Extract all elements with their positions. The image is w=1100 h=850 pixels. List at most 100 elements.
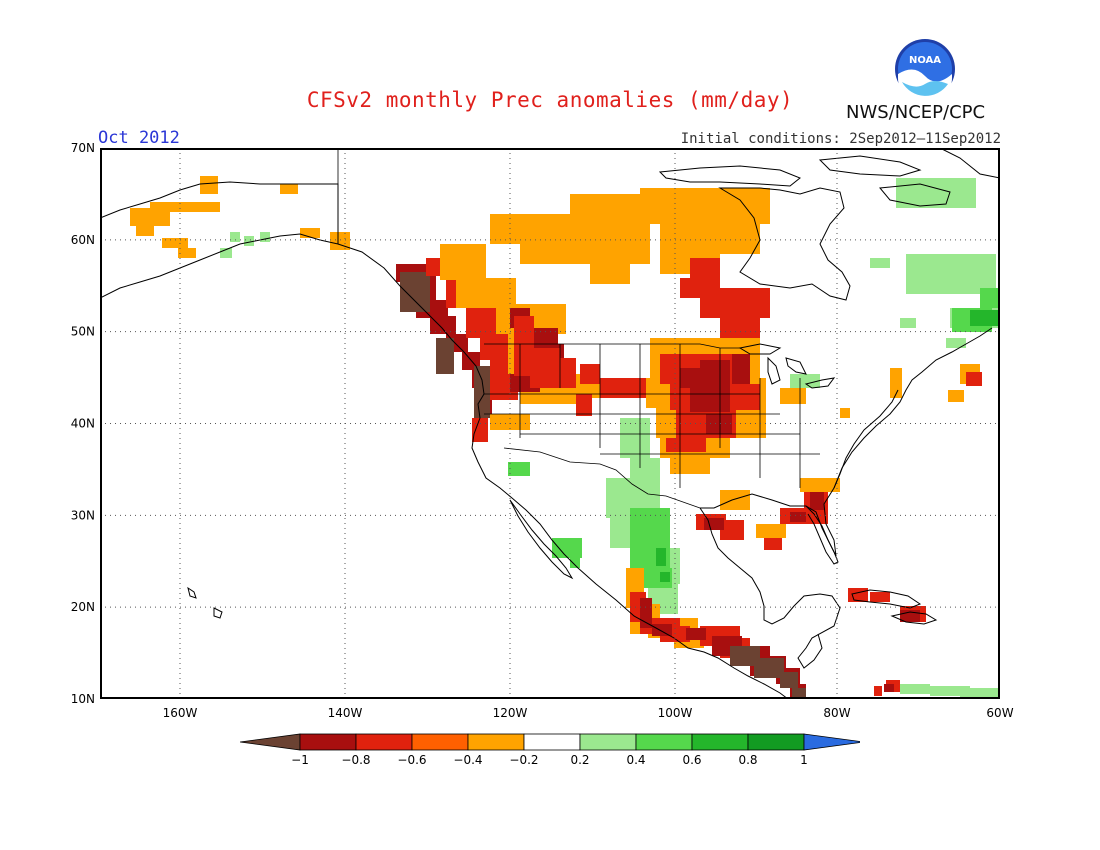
anomaly-cell [690,388,730,412]
color-legend: −1 −0.8 −0.6 −0.4 −0.2 0.2 0.4 0.6 0.8 1 [240,733,860,767]
anomaly-cell [136,226,154,236]
anomaly-cell [906,254,996,294]
anomaly-cell [162,238,188,248]
legend-swatch [635,733,693,751]
anomaly-cell [330,232,350,250]
anomaly-cell [580,364,600,384]
legend-swatch [579,733,637,751]
logo-text: NOAA [909,55,941,66]
anomaly-cell [900,684,930,694]
anomaly-cell [244,236,254,246]
anomaly-cell [732,354,750,384]
anomaly-cell [966,372,982,386]
legend-tick-label: −0.4 [453,753,482,767]
anomaly-cell [666,438,706,452]
anomaly-cell [930,686,970,696]
anomaly-cell [520,244,650,264]
anomaly-cell [874,686,882,696]
agency-label: NWS/NCEP/CPC [846,102,986,123]
anomaly-cell [720,490,750,510]
legend-high-arrow [803,733,860,751]
anomaly-cell [576,394,592,416]
legend-tick-label: 0.8 [738,753,757,767]
anomaly-cell [946,338,966,348]
anomaly-cell [660,224,760,254]
anomaly-cell [620,418,650,458]
anomaly-cell [150,202,220,212]
anomaly-cell [800,478,840,492]
noaa-logo-icon: NOAA [895,39,955,100]
lat-label: 30N [71,508,95,522]
anomaly-cell [656,548,666,566]
anomaly-cell [230,232,240,242]
anomaly-cell [280,184,298,194]
anomaly-cell [130,208,170,226]
anomaly-cell [720,520,744,540]
lon-label: 140W [328,706,363,720]
legend-swatch [355,733,413,751]
legend-tick-label: −0.6 [397,753,426,767]
legend-low-arrow [240,733,301,751]
anomaly-cell [640,188,770,214]
anomaly-cell [840,408,850,418]
anomaly-cell [790,512,806,522]
anomaly-cell [948,390,964,402]
lon-label: 100W [658,706,693,720]
anomaly-cell [980,288,1000,308]
anomaly-cell [896,178,976,208]
anomaly-cell [970,310,1000,326]
coastlines [100,148,1000,699]
legend-tick-label: 0.4 [626,753,645,767]
anomaly-cell [472,418,488,442]
anomaly-cell [870,592,890,602]
anomaly-cell [200,176,218,194]
legend-tick-label: −1 [291,753,309,767]
anomaly-cell [780,388,806,404]
anomaly-cell [756,524,786,538]
anomaly-cell [528,328,558,348]
valid-month-label: Oct 2012 [98,128,180,148]
anomaly-cell [900,318,916,328]
lon-label: 60W [986,706,1013,720]
legend-tick-label: 0.2 [570,753,589,767]
legend-swatch [691,733,749,751]
lon-label: 120W [493,706,528,720]
lat-label: 20N [71,600,95,614]
legend-tick-label: −0.8 [341,753,370,767]
legend-swatch [523,733,581,751]
chart-title: CFSv2 monthly Prec anomalies (mm/day) [306,88,794,112]
anomaly-cell [848,588,868,602]
legend-swatch [467,733,525,751]
anomaly-cell [556,358,576,388]
anomaly-cell [670,458,710,474]
anomaly-cell [730,646,760,666]
anomaly-cell [780,672,798,688]
map-frame [100,148,1000,699]
anomaly-cell [884,684,894,692]
lat-label: 70N [71,141,95,155]
legend-tick-label: 0.6 [682,753,701,767]
anomaly-cell [700,360,730,390]
anomaly-cell [660,572,670,582]
anomaly-cell [600,378,650,398]
anomaly-cell [456,278,516,308]
legend-swatch [747,733,805,751]
anomaly-cell [430,316,456,334]
anomaly-cell [570,552,580,568]
anomaly-cell [508,462,530,476]
legend-tick-label: 1 [800,753,808,767]
initial-conditions-label: Initial conditions: 2Sep2012—11Sep2012 [680,131,1001,147]
anomaly-cell [652,624,672,636]
anomaly-cell [810,490,824,510]
anomaly-cell [220,248,232,258]
legend-swatch [299,733,357,751]
political-borders [337,148,820,509]
anomaly-map [100,148,1000,699]
anomaly-cell [178,248,196,258]
anomaly-cells [130,176,1000,699]
anomaly-cell [474,366,490,418]
lon-label: 80W [823,706,850,720]
lat-label: 40N [71,417,95,431]
anomaly-cell [792,688,806,699]
lon-label: 160W [163,706,198,720]
